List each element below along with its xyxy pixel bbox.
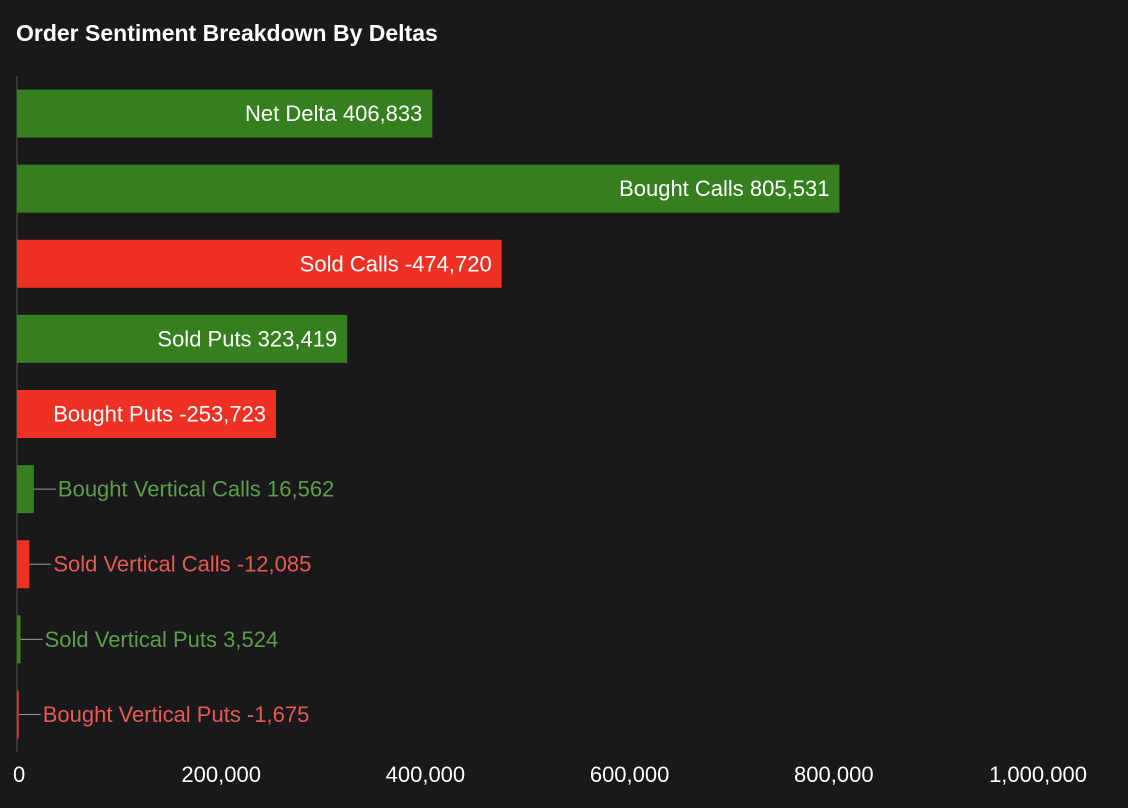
bar <box>17 164 840 213</box>
x-tick-label: 600,000 <box>590 762 670 787</box>
x-tick-label: 1,000,000 <box>989 762 1087 787</box>
bar-label: Sold Calls -474,720 <box>300 251 492 276</box>
bar <box>17 615 21 664</box>
bar-label: Bought Vertical Puts -1,675 <box>43 702 310 727</box>
bar <box>17 89 433 138</box>
bar-label: Net Delta 406,833 <box>245 101 422 126</box>
bar <box>17 690 19 739</box>
bar-label: Sold Puts 323,419 <box>157 326 337 351</box>
x-axis-ticks: 0 200,000 400,000 600,000 800,000 1,000,000 <box>13 762 1087 787</box>
x-tick-label: 800,000 <box>794 762 874 787</box>
bar <box>17 239 502 288</box>
x-tick-label: 0 <box>13 762 25 787</box>
bars-group: Net Delta 406,833 Bought Calls 805,531 Sol… <box>17 89 840 739</box>
bar-label: Bought Puts -253,723 <box>53 402 266 427</box>
bar-label: Bought Vertical Calls 16,562 <box>58 477 334 502</box>
chart-title: Order Sentiment Breakdown By Deltas <box>16 20 438 46</box>
bar <box>17 540 30 589</box>
bar-label: Sold Vertical Calls -12,085 <box>53 552 311 577</box>
bar <box>17 314 348 363</box>
bar <box>17 465 34 514</box>
bar <box>17 390 277 438</box>
x-tick-label: 200,000 <box>181 762 261 787</box>
bar-label: Sold Vertical Puts 3,524 <box>45 627 279 652</box>
x-tick-label: 400,000 <box>386 762 466 787</box>
bar-label: Bought Calls 805,531 <box>619 176 829 201</box>
